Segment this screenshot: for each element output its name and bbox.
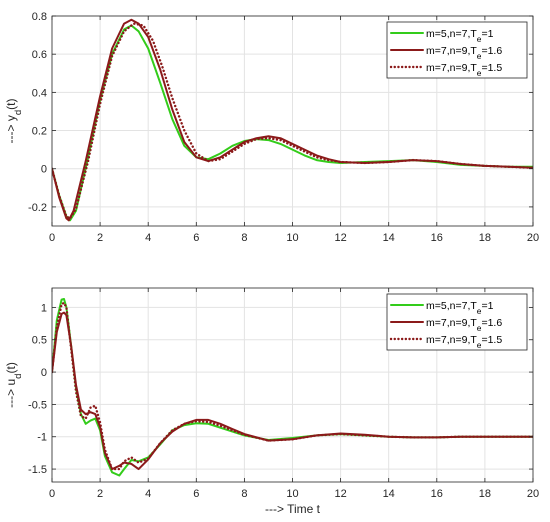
x-tick-label: 6 — [193, 232, 199, 244]
legend-label-1: m=5,n=7,Te=1 — [426, 28, 494, 44]
y-tick-label: 0.2 — [32, 126, 47, 138]
series-line-2 — [52, 18, 533, 222]
x-tick-label: 12 — [334, 232, 346, 244]
x-axis-label: ---> Time t — [265, 502, 321, 516]
x-tick-label: 10 — [286, 488, 298, 500]
series-line-3 — [52, 22, 533, 220]
y-tick-label: 1 — [41, 302, 47, 314]
x-tick-label: 4 — [145, 488, 151, 500]
x-tick-label: 16 — [431, 232, 443, 244]
y-tick-label: 0 — [41, 367, 47, 379]
x-tick-label: 14 — [383, 488, 395, 500]
series-line-3 — [52, 301, 533, 471]
y-tick-label: -1.5 — [28, 464, 47, 476]
x-tick-label: 18 — [479, 232, 491, 244]
x-tick-label: 0 — [49, 232, 55, 244]
legend-label-3: m=7,n=9,Te=1.5 — [426, 334, 502, 350]
x-tick-label: 0 — [49, 488, 55, 500]
x-tick-label: 12 — [334, 488, 346, 500]
x-tick-label: 20 — [527, 488, 539, 500]
y-axis-label: ---> yd(t) — [4, 98, 24, 143]
y-axis-label: ---> ud(t) — [4, 362, 24, 408]
legend: m=5,n=7,Te=1m=7,n=9,Te=1.6m=7,n=9,Te=1.5 — [386, 293, 528, 351]
y-tick-label: -0.5 — [28, 399, 47, 411]
x-tick-label: 18 — [479, 488, 491, 500]
legend-label-1: m=5,n=7,Te=1 — [426, 300, 494, 316]
x-tick-label: 16 — [431, 488, 443, 500]
y-tick-label: 0 — [41, 164, 47, 176]
x-tick-label: 20 — [527, 232, 539, 244]
legend-label-2: m=7,n=9,Te=1.6 — [426, 317, 502, 333]
x-tick-label: 8 — [241, 488, 247, 500]
x-tick-label: 4 — [145, 232, 151, 244]
y-tick-label: 0.4 — [32, 87, 47, 99]
y-tick-label: 0.5 — [32, 335, 47, 347]
x-tick-label: 14 — [383, 232, 395, 244]
subplot-2: 0 2 4 6 8 10 12 14 16 18 20 -1.5 -1 -0.5 0 0.5 1 ---> ud(… — [4, 287, 539, 516]
y-tick-label: 0.8 — [32, 11, 47, 23]
x-tick-label: 6 — [193, 488, 199, 500]
x-tick-label: 2 — [97, 232, 103, 244]
legend-label-3: m=7,n=9,Te=1.5 — [426, 62, 502, 78]
y-tick-label: 0.6 — [32, 49, 47, 61]
subplot-1: 0 2 4 6 8 10 12 14 16 18 20 -0.2 0 0.2 0.4 0.6 0.8 ---> y… — [4, 11, 539, 244]
legend-label-2: m=7,n=9,Te=1.6 — [426, 45, 502, 61]
x-tick-label: 10 — [286, 232, 298, 244]
x-tick-label: 2 — [97, 488, 103, 500]
y-tick-label: -1 — [37, 432, 47, 444]
legend: m=5,n=7,Te=1m=7,n=9,Te=1.6m=7,n=9,Te=1.5 — [386, 21, 528, 79]
y-tick-label: -0.2 — [28, 202, 47, 214]
x-tick-label: 8 — [241, 232, 247, 244]
